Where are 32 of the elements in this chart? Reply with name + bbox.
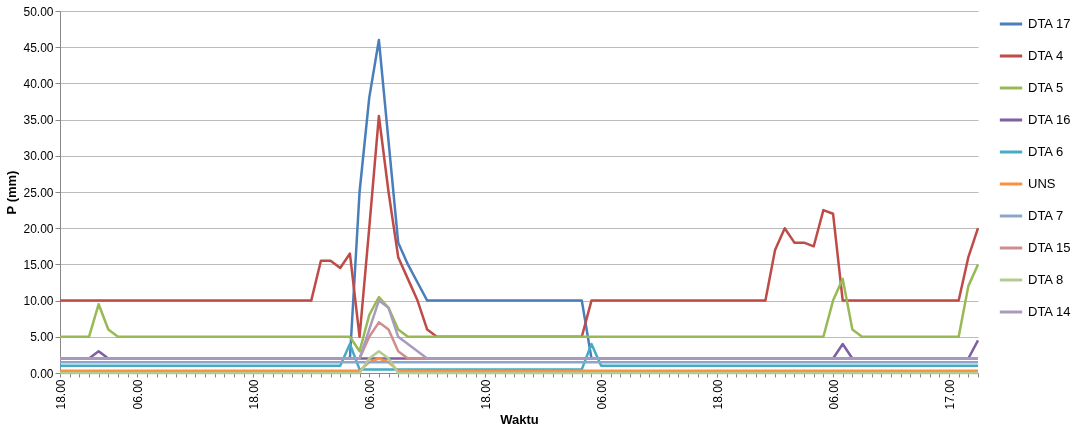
- x-tick-label: 18.00: [710, 379, 725, 410]
- legend-label: DTA 17: [1028, 16, 1071, 31]
- y-axis-title: P (mm): [4, 170, 20, 215]
- legend-label: UNS: [1028, 176, 1056, 191]
- y-tick-label: 40.00: [23, 76, 54, 91]
- x-tick-label: 06.00: [594, 379, 609, 410]
- x-tick-label: 18.00: [478, 379, 493, 410]
- y-tick-label: 50.00: [23, 4, 54, 19]
- x-axis-title: Waktu: [500, 411, 539, 427]
- y-tick-label: 45.00: [23, 40, 54, 55]
- x-tick-label: 17.00: [942, 379, 957, 410]
- legend-label: DTA 16: [1028, 112, 1071, 127]
- y-tick-label: 5.00: [30, 330, 54, 345]
- legend-label: DTA 15: [1028, 240, 1071, 255]
- y-tick-label: 20.00: [23, 221, 54, 236]
- legend-label: DTA 7: [1028, 208, 1064, 223]
- y-tick-label: 30.00: [23, 149, 54, 164]
- x-tick-label: 06.00: [362, 379, 377, 410]
- legend-label: DTA 5: [1028, 80, 1064, 95]
- legend-label: DTA 4: [1028, 48, 1064, 63]
- y-tick-label: 25.00: [23, 185, 54, 200]
- legend-label: DTA 8: [1028, 272, 1064, 287]
- x-tick-label: 18.00: [53, 379, 68, 410]
- x-tick-label: 18.00: [246, 379, 261, 410]
- y-tick-label: 15.00: [23, 257, 54, 272]
- legend-label: DTA 14: [1028, 304, 1071, 319]
- y-tick-label: 35.00: [23, 113, 54, 128]
- x-tick-label: 06.00: [826, 379, 841, 410]
- x-tick-label: 06.00: [130, 379, 145, 410]
- legend-label: DTA 6: [1028, 144, 1064, 159]
- y-tick-label: 0.00: [30, 366, 54, 381]
- y-tick-label: 10.00: [23, 294, 54, 309]
